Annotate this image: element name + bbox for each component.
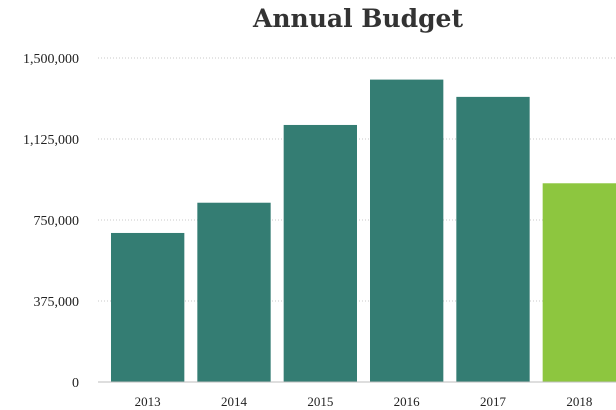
y-tick-label: 750,000 [34,214,80,229]
x-tick-label: 2016 [394,394,421,409]
y-tick-label: 375,000 [34,295,80,310]
chart-title: Annual Budget [252,4,463,33]
bar-2017 [456,96,530,382]
y-tick-label: 1,125,000 [23,133,79,148]
bars [111,79,616,383]
bar-2014 [197,202,271,382]
x-tick-label: 2013 [135,394,161,409]
x-tick-label: 2015 [307,394,333,409]
x-axis-ticks: 2013 2014 2015 2016 2017 2018 [135,394,593,409]
x-tick-label: 2017 [480,394,507,409]
bar-2015 [283,124,357,383]
y-tick-label: 1,500,000 [23,52,79,67]
y-tick-label: 0 [72,376,79,391]
bar-2013 [111,232,185,382]
y-axis-ticks: 0 375,000 750,000 1,125,000 1,500,000 [23,52,79,391]
x-tick-label: 2014 [221,394,248,409]
bar-2016 [370,79,444,382]
bar-2018 [542,183,616,382]
x-tick-label: 2018 [566,394,592,409]
